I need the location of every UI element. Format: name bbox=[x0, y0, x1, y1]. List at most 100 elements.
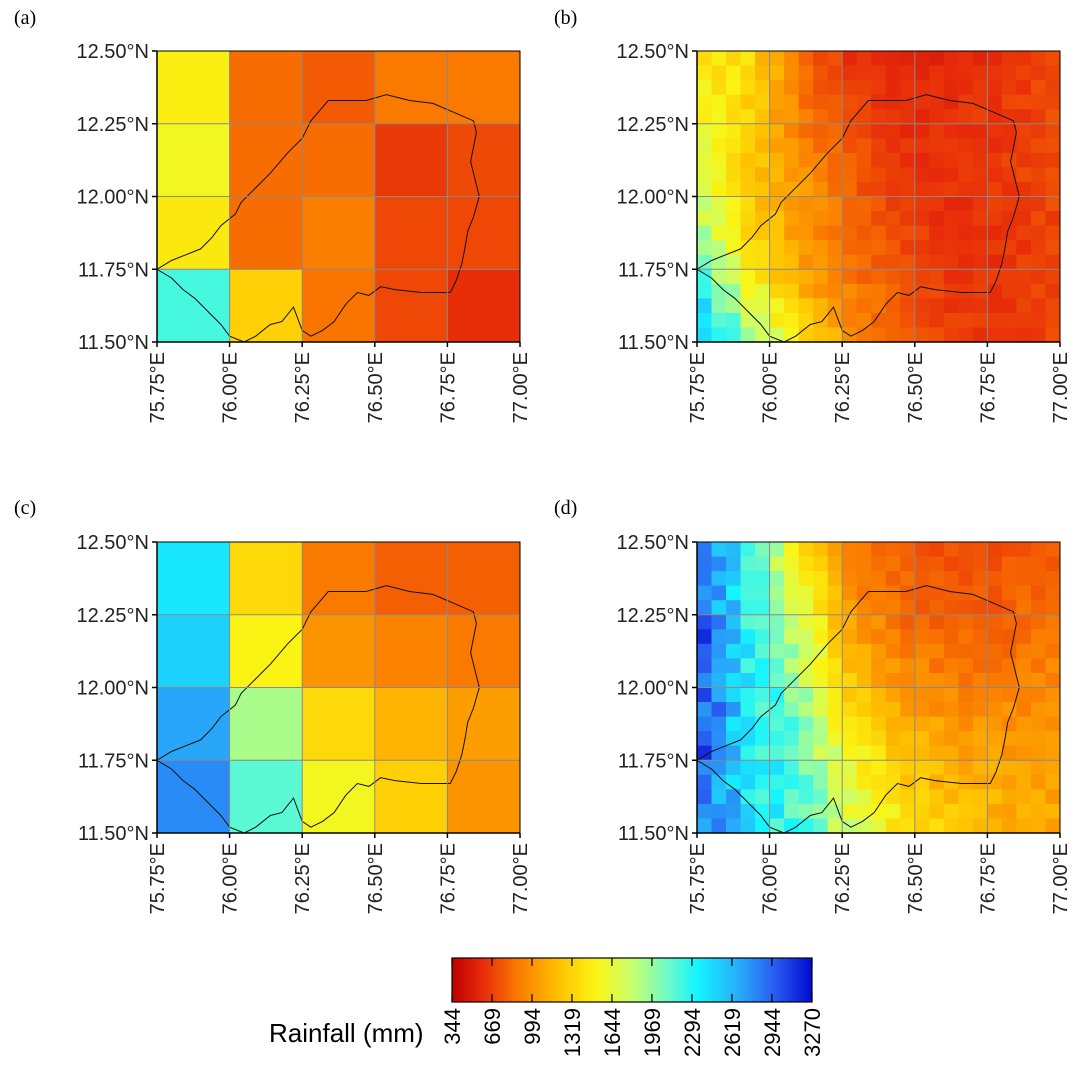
heatmap-cell bbox=[769, 585, 785, 601]
heatmap-cell bbox=[856, 254, 872, 270]
heatmap-cell bbox=[871, 774, 887, 790]
heatmap-cell bbox=[784, 556, 800, 572]
colorbar-segment bbox=[678, 958, 681, 1002]
heatmap-cell bbox=[900, 283, 916, 299]
colorbar-segment bbox=[596, 958, 599, 1002]
heatmap-cell bbox=[726, 731, 741, 747]
heatmap-cell bbox=[229, 687, 303, 761]
heatmap-cell bbox=[900, 585, 916, 601]
colorbar-segment bbox=[526, 958, 529, 1002]
heatmap-cell bbox=[1001, 254, 1017, 270]
heatmap-cell bbox=[842, 614, 858, 630]
heatmap-cell bbox=[726, 123, 741, 139]
heatmap-cell bbox=[1030, 585, 1046, 601]
colorbar-segment bbox=[730, 958, 733, 1002]
colorbar-segment bbox=[558, 958, 561, 1002]
colorbar-segment bbox=[724, 958, 727, 1002]
heatmap-cell bbox=[871, 629, 887, 645]
colorbar-segment bbox=[468, 958, 471, 1002]
heatmap-cell bbox=[784, 283, 800, 299]
heatmap-cell bbox=[856, 94, 872, 110]
heatmap-cell bbox=[697, 298, 712, 314]
heatmap-cell bbox=[1016, 803, 1032, 819]
heatmap-cell bbox=[871, 65, 887, 81]
heatmap-cell bbox=[943, 312, 959, 328]
heatmap-cell bbox=[900, 745, 916, 761]
heatmap-cell bbox=[798, 269, 814, 285]
heatmap-cell bbox=[842, 672, 858, 688]
heatmap-cell bbox=[1045, 745, 1060, 761]
heatmap-cell bbox=[1030, 542, 1046, 557]
colorbar-segment bbox=[494, 958, 497, 1002]
colorbar-segment bbox=[600, 958, 603, 1002]
colorbar-segment bbox=[780, 958, 783, 1002]
heatmap-cell bbox=[784, 643, 800, 659]
heatmap-cell bbox=[1030, 138, 1046, 154]
heatmap-cell bbox=[885, 658, 901, 674]
heatmap-cell bbox=[871, 745, 887, 761]
heatmap-cell bbox=[769, 731, 785, 747]
heatmap-cell bbox=[943, 702, 959, 717]
colorbar-segment bbox=[708, 958, 711, 1002]
heatmap-cell bbox=[769, 571, 785, 587]
heatmap-cell bbox=[1045, 818, 1060, 833]
colorbar-segment bbox=[478, 958, 481, 1002]
heatmap-cell bbox=[827, 181, 843, 197]
colorbar-segment bbox=[762, 958, 765, 1002]
heatmap-cell bbox=[813, 196, 829, 212]
heatmap-cell bbox=[871, 658, 887, 674]
heatmap-cell bbox=[711, 556, 727, 572]
heatmap-cell bbox=[885, 327, 901, 342]
heatmap-cell bbox=[827, 327, 843, 342]
heatmap-cell bbox=[798, 152, 814, 168]
heatmap-cell bbox=[784, 658, 800, 674]
heatmap-cell bbox=[769, 672, 785, 688]
heatmap-cell bbox=[972, 269, 988, 285]
colorbar-segment bbox=[744, 958, 747, 1002]
heatmap-cell bbox=[900, 211, 916, 226]
heatmap-cell bbox=[726, 702, 741, 717]
x-tick-label: 75.75°E bbox=[147, 843, 169, 914]
heatmap-cell bbox=[943, 94, 959, 110]
heatmap-cell bbox=[798, 760, 814, 776]
colorbar-segment bbox=[742, 958, 745, 1002]
heatmap-cell bbox=[1030, 672, 1046, 688]
colorbar-tick-label: 3270 bbox=[800, 1008, 825, 1057]
heatmap-cell bbox=[827, 658, 843, 674]
heatmap-cell bbox=[943, 167, 959, 183]
heatmap-cell bbox=[769, 716, 785, 732]
heatmap-cell bbox=[697, 283, 712, 299]
heatmap-cell bbox=[784, 80, 800, 96]
heatmap-cell bbox=[900, 687, 916, 703]
heatmap-cell bbox=[769, 80, 785, 96]
heatmap-cell bbox=[943, 760, 959, 776]
heatmap-cell bbox=[856, 196, 872, 212]
heatmap-cell bbox=[813, 211, 829, 226]
heatmap-cell bbox=[1030, 556, 1046, 572]
colorbar-segment bbox=[524, 958, 527, 1002]
heatmap-cell bbox=[929, 167, 945, 183]
heatmap-cell bbox=[842, 51, 858, 66]
heatmap-cell bbox=[827, 672, 843, 688]
colorbar-segment bbox=[644, 958, 647, 1002]
heatmap-cell bbox=[929, 109, 945, 125]
colorbar-segment bbox=[768, 958, 771, 1002]
heatmap-cell bbox=[784, 240, 800, 256]
heatmap-cell bbox=[856, 672, 872, 688]
heatmap-cell bbox=[900, 138, 916, 154]
heatmap-cell bbox=[1016, 80, 1032, 96]
heatmap-cell bbox=[740, 672, 756, 688]
heatmap-cell bbox=[914, 556, 930, 572]
heatmap-cell bbox=[1016, 109, 1032, 125]
heatmap-cell bbox=[943, 585, 959, 601]
heatmap-cell bbox=[1016, 196, 1032, 212]
heatmap-cell bbox=[697, 571, 712, 587]
heatmap-cell bbox=[972, 542, 988, 557]
colorbar-segment bbox=[588, 958, 591, 1002]
heatmap-cell bbox=[726, 240, 741, 256]
heatmap-cell bbox=[784, 774, 800, 790]
heatmap-cell bbox=[755, 298, 770, 314]
heatmap-cell bbox=[885, 51, 901, 66]
heatmap-cell bbox=[1045, 702, 1060, 717]
colorbar-segment bbox=[498, 958, 501, 1002]
